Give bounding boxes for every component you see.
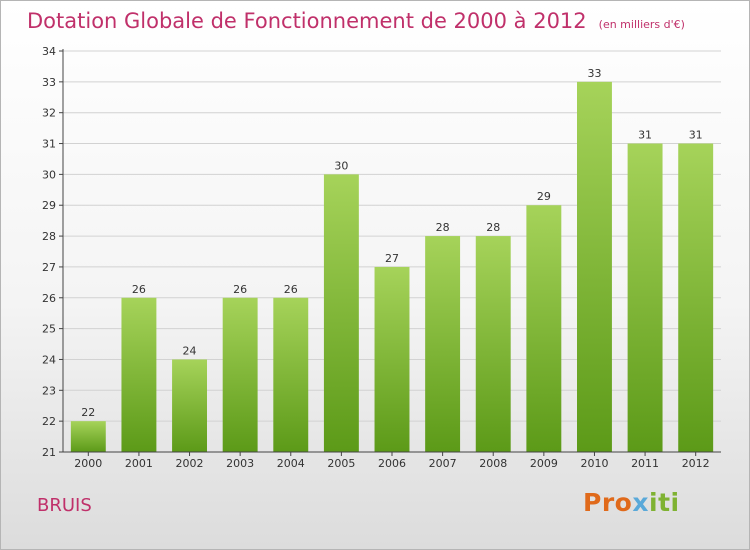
x-tick-label: 2001 [125,457,153,470]
data-label: 27 [385,252,399,265]
y-tick-label: 24 [42,353,56,366]
data-label: 26 [233,283,247,296]
bar [475,236,511,452]
x-tick-label: 2010 [580,457,608,470]
x-tick-label: 2002 [176,457,204,470]
bar [323,174,359,452]
y-tick-label: 34 [42,45,56,58]
x-tick-label: 2007 [429,457,457,470]
y-tick-label: 28 [42,230,56,243]
x-tick-label: 2011 [631,457,659,470]
data-label: 31 [689,129,703,142]
data-label: 31 [638,129,652,142]
y-tick-label: 23 [42,384,56,397]
data-label: 29 [537,190,551,203]
bar [374,266,410,452]
y-tick-label: 26 [42,292,56,305]
data-label: 26 [132,283,146,296]
x-tick-label: 2008 [479,457,507,470]
bar [627,143,663,453]
x-tick-label: 2005 [327,457,355,470]
axes [59,49,721,456]
y-tick-label: 25 [42,323,56,336]
bar [273,297,309,452]
bar [526,205,562,452]
bar [678,143,714,453]
y-tick-label: 22 [42,415,56,428]
data-label: 30 [334,159,348,172]
data-label: 28 [436,221,450,234]
y-tick-label: 21 [42,446,56,459]
chart-unit-note: (en milliers d'€) [598,18,685,31]
x-tick-label: 2006 [378,457,406,470]
bar [425,236,461,452]
data-label: 26 [284,283,298,296]
data-label: 28 [486,221,500,234]
y-tick-label: 33 [42,76,56,89]
data-label: 22 [81,406,95,419]
bar [70,421,106,452]
x-tick-label: 2003 [226,457,254,470]
bar [576,81,612,452]
data-label: 24 [183,344,197,357]
x-tick-label: 2009 [530,457,558,470]
y-tick-label: 29 [42,199,56,212]
bar [172,359,208,452]
place-name: BRUIS [37,495,92,516]
y-tick-label: 30 [42,168,56,181]
bar [222,297,258,452]
chart-title: Dotation Globale de Fonctionnement de 20… [27,9,685,33]
x-tick-label: 2004 [277,457,305,470]
y-tick-label: 27 [42,261,56,274]
labels: 21 22 23 24 25 26 27 28 29 30 31 32 33 34 22 2000 26 2001… [42,45,710,470]
chart-title-text: Dotation Globale de Fonctionnement de 20… [27,9,587,33]
x-tick-label: 2012 [682,457,710,470]
proxiti-logo: Proxiti [583,488,680,517]
x-tick-label: 2000 [74,457,102,470]
bars [70,81,714,453]
y-tick-label: 31 [42,138,56,151]
data-label: 33 [587,67,601,80]
bar [121,297,157,452]
y-tick-label: 32 [42,107,56,120]
